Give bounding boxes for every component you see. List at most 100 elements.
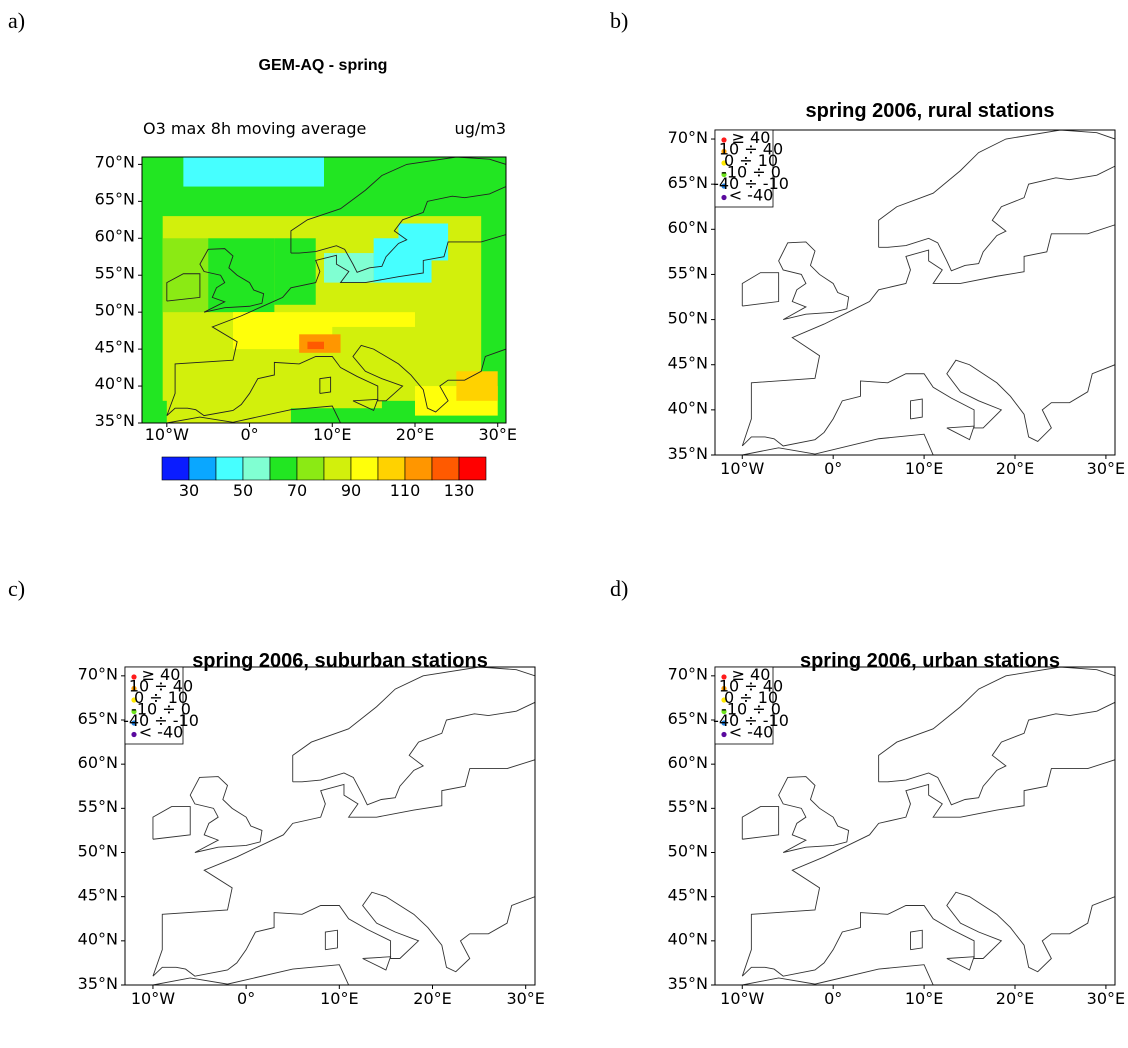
colorbar-label: 30: [179, 481, 199, 500]
lon-tick-label: 0°: [824, 459, 842, 478]
lat-tick-label: 50°N: [78, 841, 118, 860]
coastline: [878, 130, 1115, 272]
legend-label: -10 ÷ 0: [721, 163, 781, 182]
panel-d-letter: d): [610, 576, 629, 601]
legend-label: < -40: [729, 723, 774, 742]
colorbar-label: 90: [341, 481, 361, 500]
panel-a-axes: 70°N 65°N 60°N 55°N 50°N 45°N 40°N 35°N 10°W 0° 10…: [95, 153, 517, 444]
legend-marker: [721, 148, 727, 155]
lat-tick-label: 45°N: [668, 354, 708, 373]
colorbar-swatch: [269, 456, 298, 481]
colorbar-swatch: [377, 456, 406, 481]
lat-tick-label: 70°N: [668, 665, 708, 684]
lat-tick-label: 65°N: [668, 173, 708, 192]
colorbar-swatch: [188, 456, 217, 481]
coastline: [166, 234, 506, 417]
lon-tick-label: 10°W: [720, 989, 764, 1008]
map-frame: [124, 666, 536, 986]
legend-label: -40 ÷ -10: [123, 711, 199, 730]
lat-tick-label: 65°N: [95, 189, 135, 208]
panel-a-ozone-field: [142, 157, 506, 423]
legend-marker: [721, 685, 727, 692]
legend-marker: [721, 697, 727, 703]
lat-tick-label: 50°N: [668, 308, 708, 327]
lat-tick-label: 55°N: [95, 263, 135, 282]
coastline: [290, 157, 506, 273]
lat-tick-label: 50°N: [668, 841, 708, 860]
legend-marker: [721, 674, 727, 680]
colorbar-label: 130: [444, 481, 475, 500]
legend-box: [714, 666, 774, 745]
field-region: [274, 238, 316, 305]
lon-tick-label: 30°E: [1087, 459, 1125, 478]
map-frame: [714, 666, 1116, 986]
lon-tick-label: 30°E: [506, 989, 544, 1008]
field-region: [166, 378, 291, 423]
map-frame: [714, 129, 1116, 456]
lon-tick-label: 10°E: [313, 425, 351, 444]
lon-tick-label: 30°E: [478, 425, 516, 444]
lat-tick-label: 55°N: [668, 263, 708, 282]
legend-marker: [131, 708, 137, 715]
coastline: [166, 273, 201, 302]
panel-b-letter: b): [610, 8, 629, 33]
legend-marker: [131, 685, 137, 692]
colorbar-label: 70: [287, 481, 307, 500]
legend-label: 10 ÷ 40: [129, 677, 193, 696]
lon-tick-label: 10°E: [320, 989, 358, 1008]
lat-tick-label: 65°N: [668, 709, 708, 728]
legend-label: ≥ 40: [732, 128, 771, 147]
legend-marker: [721, 731, 727, 738]
field-region: [307, 341, 324, 350]
colorbar-swatch: [296, 456, 325, 481]
legend-label: -10 ÷ 0: [721, 700, 781, 719]
coastline: [946, 956, 975, 971]
lon-tick-label: 0°: [237, 989, 255, 1008]
panel-a-model-map: O3 max 8h moving average ug/m3 70°N 65°N 6…: [95, 119, 517, 500]
legend-marker: [131, 720, 137, 726]
coastline: [741, 272, 780, 307]
panel-a-colorbar: 30 50 70 90 110 130: [161, 456, 487, 500]
lat-tick-label: 40°N: [668, 930, 708, 949]
legend-marker: [721, 708, 727, 715]
lat-tick-label: 35°N: [78, 974, 118, 993]
legend-label: 10 ÷ 40: [719, 677, 783, 696]
lat-tick-label: 35°N: [668, 444, 708, 463]
lat-tick-label: 45°N: [668, 886, 708, 905]
coastline: [741, 806, 780, 840]
lon-tick-label: 20°E: [996, 459, 1034, 478]
coastline: [778, 776, 850, 853]
field-region: [456, 371, 498, 401]
lat-tick-label: 45°N: [95, 337, 135, 356]
lat-tick-label: 35°N: [95, 411, 135, 430]
coastline: [742, 433, 934, 455]
lat-tick-label: 55°N: [78, 797, 118, 816]
legend-label: 0 ÷ 10: [724, 688, 778, 707]
lat-tick-label: 60°N: [668, 218, 708, 237]
lon-tick-label: 10°E: [905, 459, 943, 478]
coastline: [742, 964, 934, 985]
legend-label: ≥ 40: [732, 665, 771, 684]
lon-tick-label: 20°E: [396, 425, 434, 444]
coastline: [152, 759, 535, 977]
coastline: [166, 405, 342, 423]
coastline: [189, 776, 263, 853]
lat-tick-label: 70°N: [78, 665, 118, 684]
legend-marker: [721, 137, 727, 143]
lat-tick-label: 60°N: [668, 753, 708, 772]
legend-marker: [721, 720, 727, 726]
coastline: [878, 667, 1115, 806]
legend-label: 10 ÷ 40: [719, 140, 783, 159]
coastline: [778, 241, 850, 321]
legend-marker: [131, 697, 137, 703]
legend-label: < -40: [139, 723, 184, 742]
legend-box: [124, 666, 184, 745]
colorbar-swatch: [323, 456, 352, 481]
coastline: [741, 224, 1115, 447]
coastline: [199, 248, 265, 313]
